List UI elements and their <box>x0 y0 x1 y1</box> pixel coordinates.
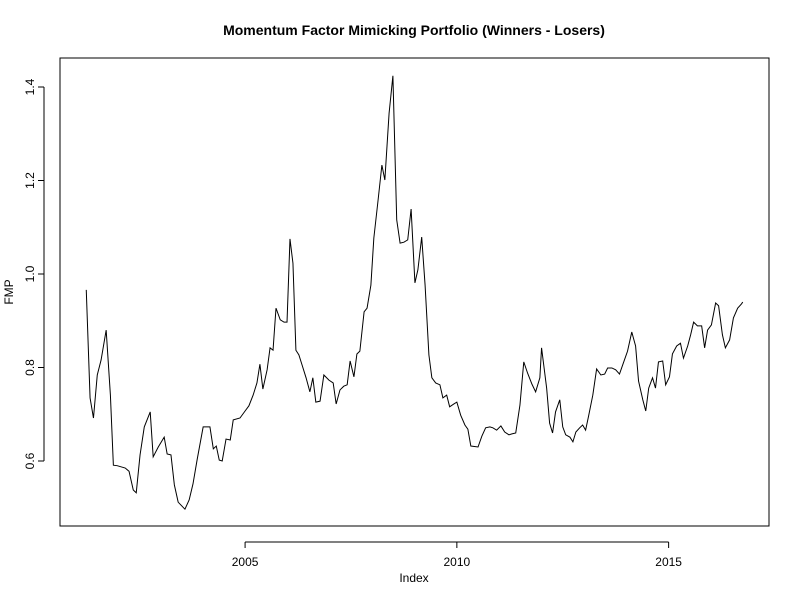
y-tick-label: 1.4 <box>23 78 37 95</box>
y-tick-label: 0.8 <box>23 359 37 376</box>
x-axis-label: Index <box>399 571 428 585</box>
y-tick-label: 1.0 <box>23 265 37 282</box>
data-line <box>85 75 744 511</box>
chart-title: Momentum Factor Mimicking Portfolio (Win… <box>223 22 605 38</box>
plot-box <box>59 57 770 527</box>
x-tick-label: 2005 <box>232 555 259 569</box>
x-tick-label: 2010 <box>444 555 471 569</box>
y-tick-label: 0.6 <box>23 452 37 469</box>
x-tick-label: 2015 <box>655 555 682 569</box>
y-axis-label: FMP <box>2 279 16 304</box>
y-tick-label: 1.2 <box>23 172 37 189</box>
